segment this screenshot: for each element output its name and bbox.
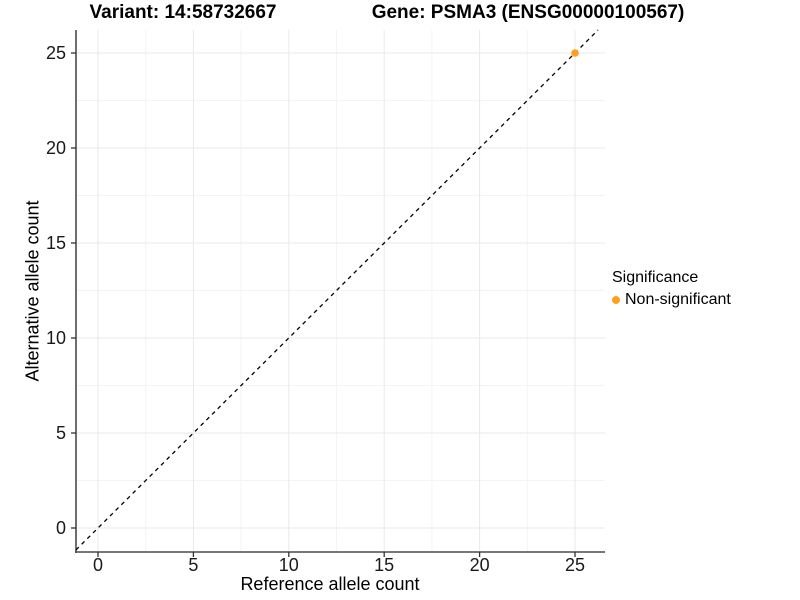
x-tick-label: 10 <box>278 555 299 575</box>
x-axis-title: Reference allele count <box>240 574 420 594</box>
x-tick-label: 15 <box>374 555 395 575</box>
data-point <box>571 49 579 57</box>
legend-point-icon <box>612 296 620 304</box>
y-tick-label: 25 <box>45 43 66 63</box>
legend-item: Non-significant <box>612 290 731 310</box>
y-tick-label: 20 <box>45 138 66 158</box>
y-tick-label: 0 <box>55 518 66 538</box>
x-tick-label: 0 <box>92 555 103 575</box>
legend: Significance Non-significant <box>612 268 731 310</box>
x-tick-label: 5 <box>188 555 199 575</box>
y-tick-label: 10 <box>45 328 66 348</box>
plot-title-gene: Gene: PSMA3 (ENSG00000100567) <box>371 2 685 23</box>
identity-dashed-line <box>75 29 599 551</box>
plot-title-variant: Variant: 14:58732667 <box>89 2 277 23</box>
y-tick-label: 5 <box>55 423 66 443</box>
x-tick-label: 20 <box>469 555 490 575</box>
legend-item-label: Non-significant <box>625 291 731 308</box>
x-tick-label: 25 <box>564 555 586 575</box>
y-tick-label: 15 <box>45 233 66 253</box>
legend-title: Significance <box>612 269 699 286</box>
